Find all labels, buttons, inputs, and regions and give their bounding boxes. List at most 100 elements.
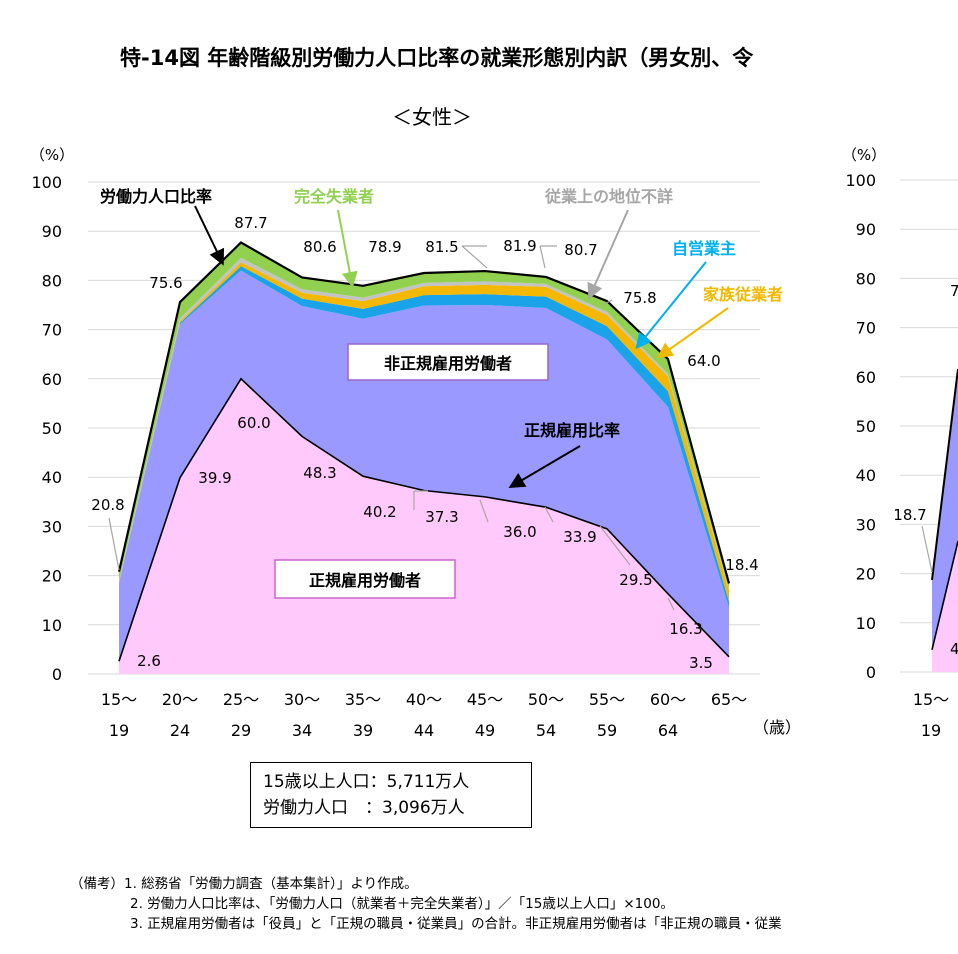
- note-1: （備考）1. 総務省「労働力調査（基本集計）」より作成。: [70, 876, 418, 892]
- right-y-tick-label: 10: [856, 614, 876, 633]
- x-tick-label: 25～: [223, 690, 259, 709]
- x-tick-label: 50～: [528, 690, 564, 709]
- labor-force-ratio-label: 78.9: [368, 238, 401, 256]
- x-tick-label: 49: [475, 721, 495, 740]
- labor-force-ratio-label: 64.0: [687, 352, 720, 370]
- box-nonregular: [347, 343, 549, 381]
- y-tick-label: 60: [42, 370, 62, 389]
- note-2: 2. 労働力人口比率は、「労働力人口（就業者＋完全失業者）」／「15歳以上人口」…: [130, 896, 674, 912]
- labor-force-ratio-label: 80.7: [564, 241, 597, 259]
- annotation-labor-force-ratio: 労働力人口比率: [100, 187, 212, 206]
- annotation-family-worker: 家族従業者: [703, 285, 783, 304]
- right-labor-label: 18.7: [893, 506, 926, 524]
- chart-subtitle: ＜女性＞: [392, 105, 472, 129]
- x-tick-label: 64: [658, 721, 678, 740]
- y-axis-unit: （%）: [30, 146, 74, 164]
- population-line-2: 労働力人口 ：3,096万人: [263, 798, 465, 818]
- label-nonregular: 非正規雇用労働者: [384, 354, 512, 373]
- y-tick-label: 10: [42, 616, 62, 635]
- right-y-tick-label: 30: [856, 515, 876, 534]
- y-tick-label: 40: [42, 468, 62, 487]
- label-regular: 正規雇用労働者: [309, 571, 421, 590]
- regular-ratio-label: 40.2: [363, 503, 396, 521]
- x-tick-label: 19: [109, 721, 129, 740]
- annotation-self-employed: 自営業主: [672, 239, 736, 258]
- right-y-tick-label: 100: [845, 171, 876, 190]
- right-regular-label: 4: [950, 640, 958, 658]
- y-tick-label: 30: [42, 517, 62, 536]
- labor-force-ratio-label: 81.5: [425, 238, 458, 256]
- chart-title: 特-14図 年齢階級別労働力人口比率の就業形態別内訳（男女別、令: [120, 46, 754, 70]
- regular-ratio-label: 29.5: [619, 571, 652, 589]
- right-y-tick-label: 70: [856, 319, 876, 338]
- right-x-tick-label: 15～: [913, 690, 949, 709]
- y-tick-label: 70: [42, 321, 62, 340]
- y-tick-label: 20: [42, 567, 62, 586]
- right-y-tick-label: 90: [856, 220, 876, 239]
- right-y-tick-label: 60: [856, 368, 876, 387]
- population-box: 15歳以上人口：5,711万人 労働力人口 ：3,096万人: [250, 762, 532, 828]
- right-y-tick-label: 80: [856, 269, 876, 288]
- y-tick-label: 0: [52, 665, 62, 684]
- right-labor-label: 73: [950, 282, 958, 300]
- right-y-tick-label: 0: [866, 663, 876, 682]
- regular-ratio-label: 36.0: [503, 523, 536, 541]
- right-labor-line: [931, 368, 958, 581]
- label-leader: [667, 597, 675, 611]
- regular-ratio-label: 3.5: [689, 654, 713, 672]
- label-leader: [108, 517, 120, 571]
- x-tick-label: 30～: [284, 690, 320, 709]
- labor-force-ratio-label: 87.7: [234, 214, 267, 232]
- annotation-status-unknown: 従業上の地位不詳: [544, 187, 673, 206]
- x-tick-label: 40～: [406, 690, 442, 709]
- x-tick-label: 44: [414, 721, 434, 740]
- arrow-regular-ratio: [508, 445, 581, 489]
- regular-ratio-label: 2.6: [137, 652, 161, 670]
- series-area-0: [119, 378, 729, 674]
- series-area-1: [119, 270, 729, 662]
- annotation-regular-ratio: 正規雇用比率: [524, 421, 620, 440]
- x-tick-label: 34: [292, 721, 312, 740]
- arrow-family-worker: [656, 307, 729, 359]
- label-leader: [544, 506, 554, 523]
- y-tick-label: 100: [31, 173, 62, 192]
- labor-force-ratio-label: 80.6: [303, 238, 336, 256]
- regular-ratio-label: 60.0: [237, 414, 270, 432]
- label-leader: [539, 245, 546, 269]
- labor-force-ratio-label: 75.8: [623, 289, 656, 307]
- label-leader: [461, 245, 488, 269]
- right-y-tick-label: 50: [856, 417, 876, 436]
- x-tick-label: 15～: [101, 690, 137, 709]
- y-tick-label: 90: [42, 222, 62, 241]
- note-3: 3. 正規雇用労働者は「役員」と「正規の職員・従業員」の合計。非正規雇用労働者は…: [130, 916, 782, 932]
- labor-force-ratio-label: 20.8: [91, 496, 124, 514]
- notes: （備考）1. 総務省「労働力調査（基本集計）」より作成。 2. 労働力人口比率は…: [70, 874, 782, 934]
- x-tick-label: 35～: [345, 690, 381, 709]
- x-tick-label: 65～: [711, 690, 747, 709]
- regular-ratio-label: 48.3: [303, 464, 336, 482]
- arrow-unemployed: [337, 209, 358, 288]
- x-tick-label: 29: [231, 721, 251, 740]
- label-leader: [602, 299, 613, 306]
- arrow-status-unknown: [587, 209, 629, 300]
- x-tick-label: 45～: [467, 690, 503, 709]
- box-regular: [274, 559, 456, 599]
- regular-ratio-label: 37.3: [425, 508, 458, 526]
- right-label-leader: [921, 525, 933, 573]
- right-regular-line: [931, 540, 958, 651]
- x-tick-label: 59: [597, 721, 617, 740]
- y-tick-label: 50: [42, 419, 62, 438]
- x-tick-label: 39: [353, 721, 373, 740]
- y-tick-label: 80: [42, 271, 62, 290]
- population-line-1: 15歳以上人口：5,711万人: [263, 772, 470, 792]
- labor-force-ratio-label: 18.4: [725, 556, 758, 574]
- x-tick-label: 60～: [650, 690, 686, 709]
- label-leader: [479, 499, 489, 523]
- arrow-self-employed: [635, 261, 707, 350]
- regular-ratio-label: 16.3: [669, 620, 702, 638]
- label-leader: [599, 525, 631, 566]
- arrow-labor-force-ratio: [194, 205, 224, 266]
- labor-force-ratio-label: 81.9: [503, 237, 536, 255]
- x-tick-label: 54: [536, 721, 556, 740]
